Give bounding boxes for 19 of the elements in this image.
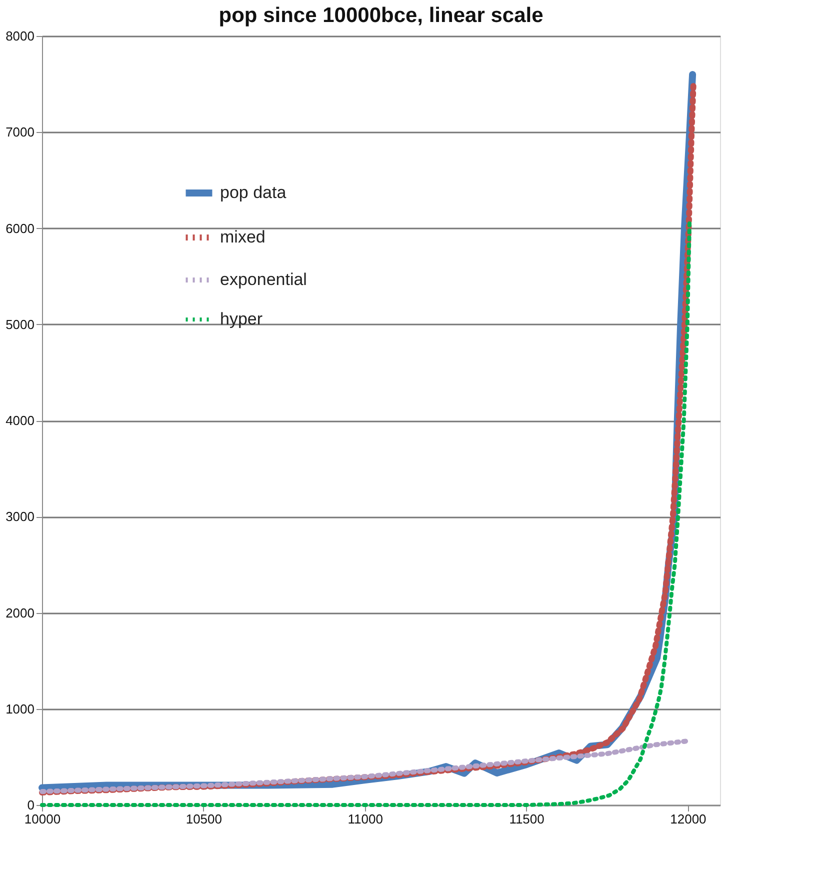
x-tick-label: 12000 <box>670 812 706 826</box>
y-tick-label: 2000 <box>6 605 34 620</box>
legend-label: exponential <box>220 270 307 289</box>
legend-label: pop data <box>220 183 287 202</box>
x-tick-label: 11000 <box>348 812 383 826</box>
y-tick-label: 4000 <box>6 413 34 428</box>
y-tick-label: 3000 <box>6 509 34 524</box>
y-tick-label: 5000 <box>6 316 34 332</box>
y-tick-label: 0 <box>27 798 34 812</box>
y-tick-label: 7000 <box>6 124 34 140</box>
legend-label: mixed <box>220 228 266 246</box>
x-tick-label: 10500 <box>186 812 222 826</box>
x-tick-label: 10000 <box>24 812 61 826</box>
y-tick-label: 6000 <box>6 220 34 236</box>
y-tick-label: 1000 <box>6 701 34 716</box>
legend-label: hyper <box>220 310 263 328</box>
y-tick-label: 8000 <box>6 28 34 44</box>
chart-title: pop since 10000bce, linear scale <box>218 4 544 27</box>
x-tick-label: 11500 <box>509 812 544 826</box>
